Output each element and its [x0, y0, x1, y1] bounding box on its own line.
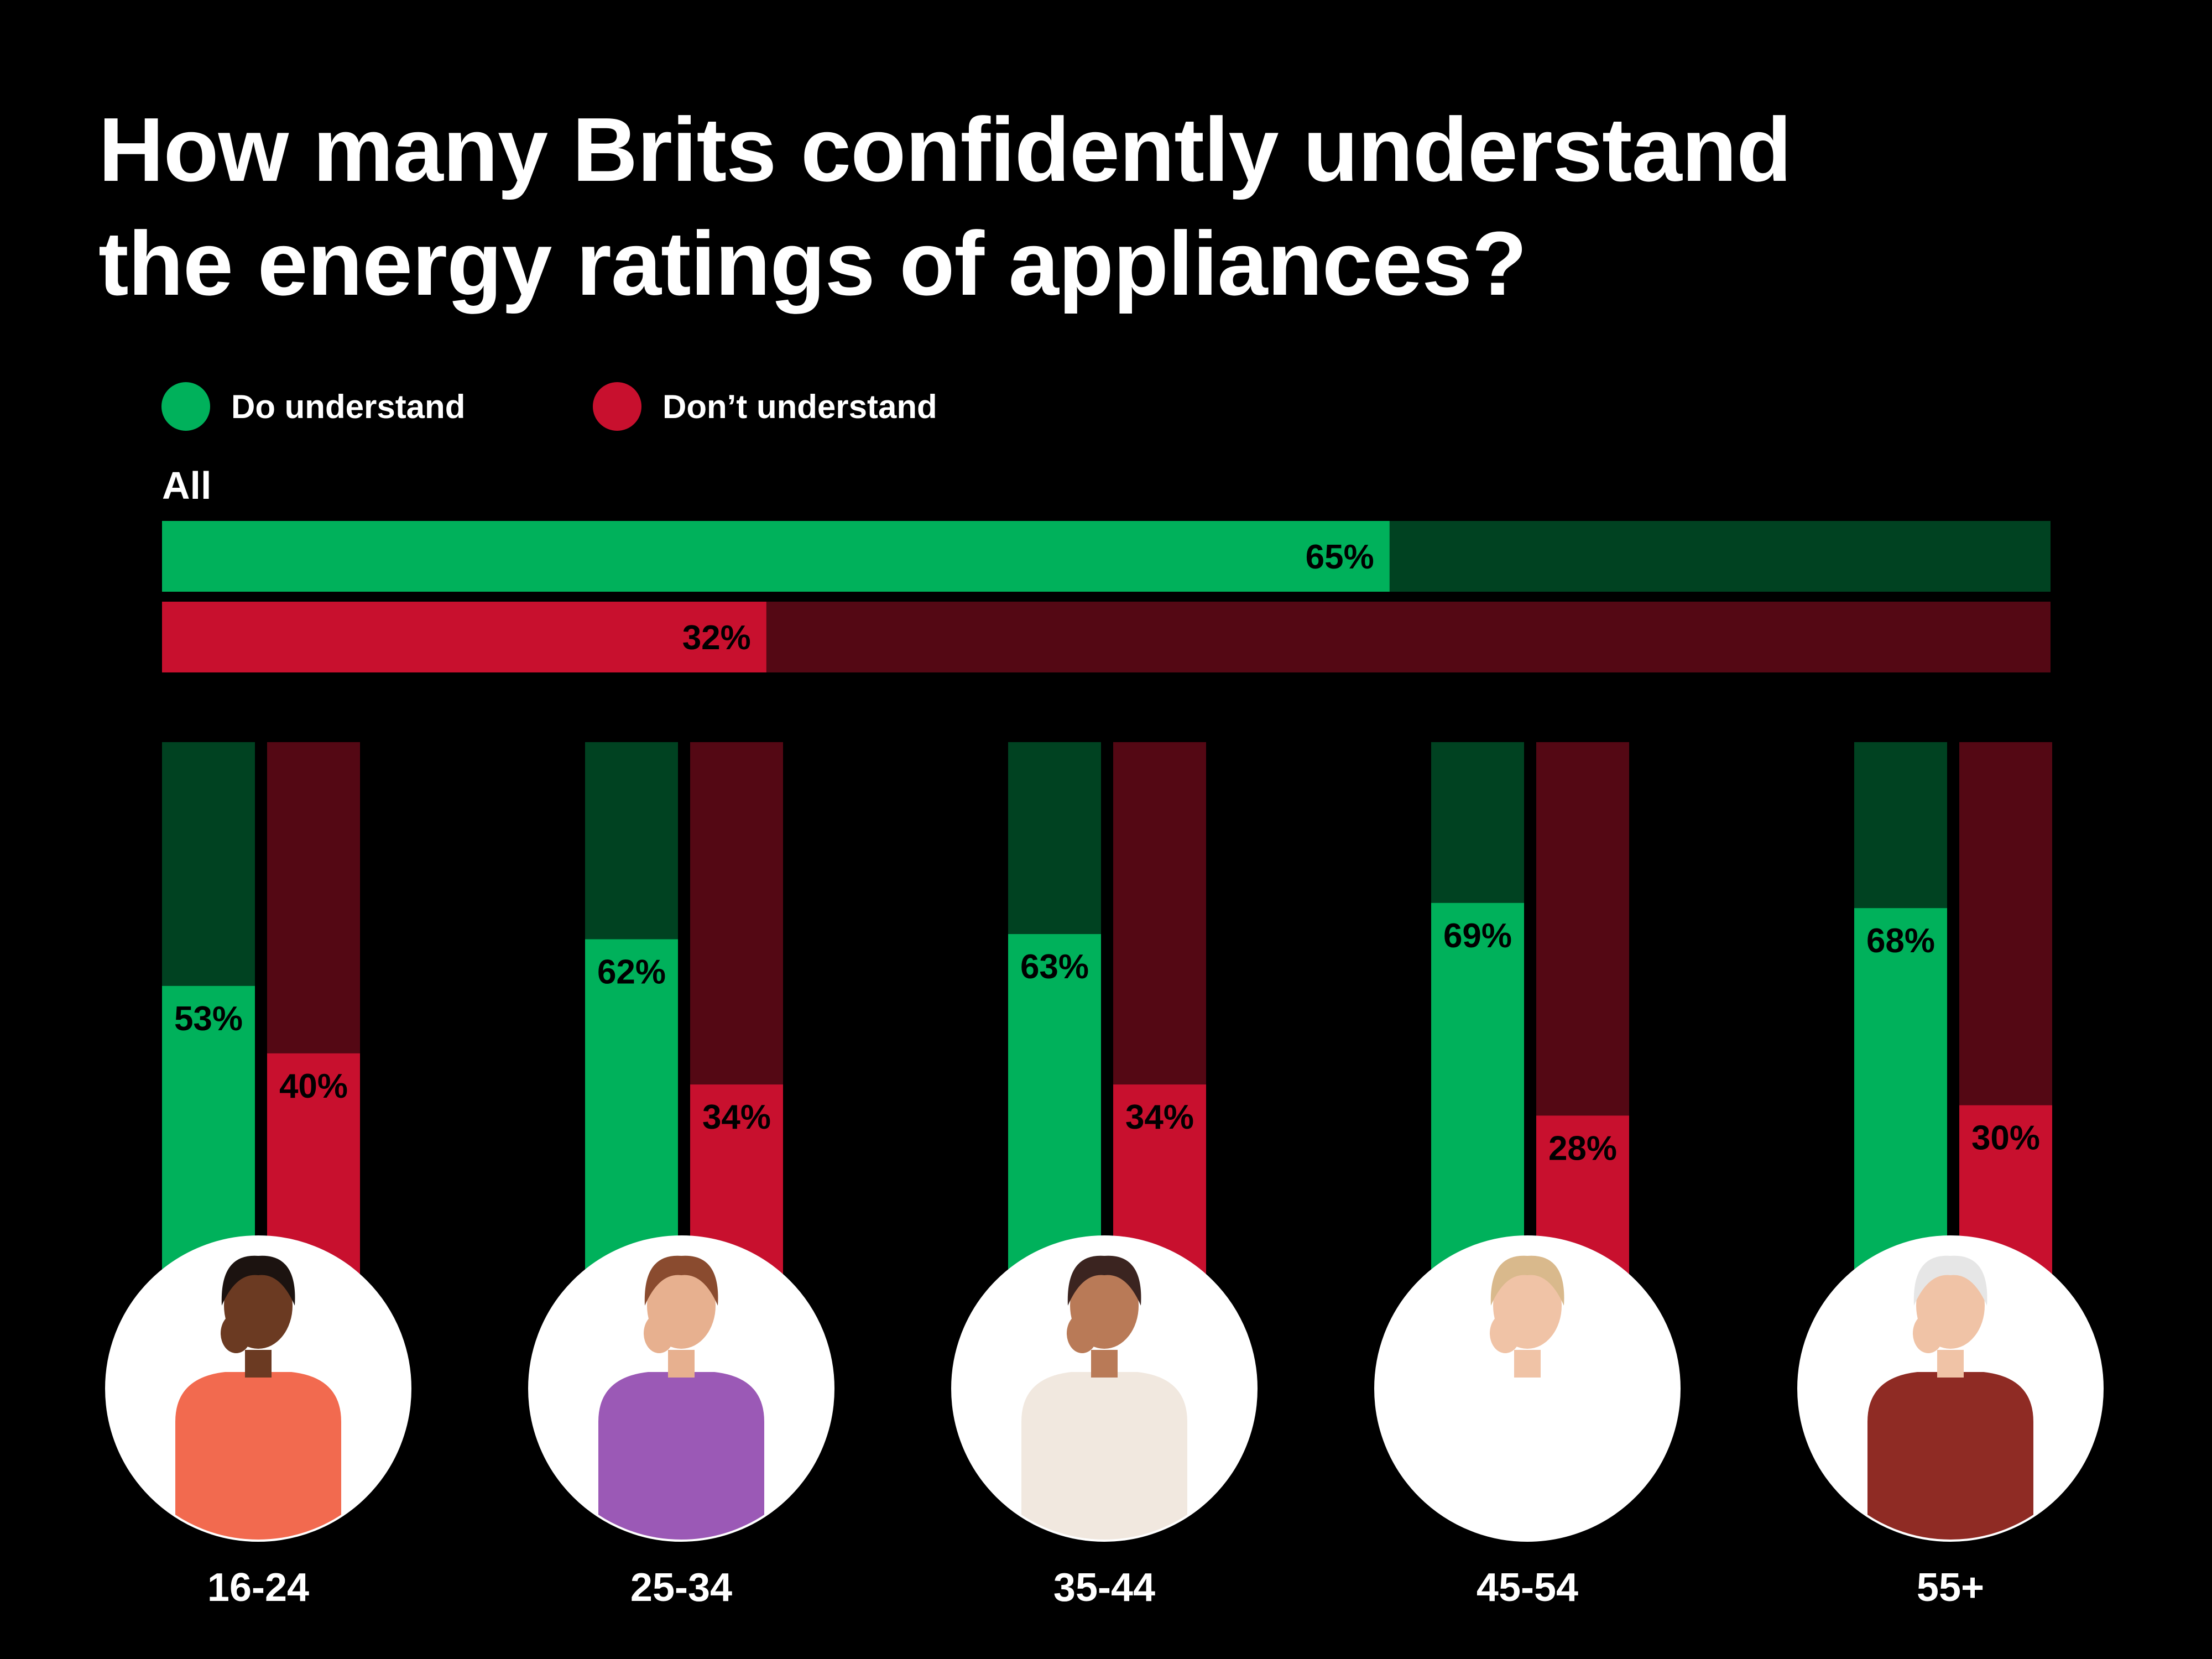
value-label-understand-45-54: 69% — [1443, 917, 1512, 955]
young-man-thinking-icon — [105, 1235, 411, 1542]
category-label-55-plus: 55+ — [1916, 1566, 1985, 1610]
legend-item-dont-understand: Don’t understand — [593, 382, 937, 431]
all-bar-dont-understand — [162, 602, 766, 672]
man-headache-icon — [528, 1235, 834, 1542]
value-label-dont-understand-55-plus: 30% — [1971, 1119, 2040, 1157]
legend-label-understand: Do understand — [231, 388, 466, 425]
value-label-dont-understand-35-44: 34% — [1125, 1098, 1194, 1136]
value-label-understand-55-plus: 68% — [1866, 922, 1935, 960]
all-value-label-dont-understand: 32% — [682, 619, 751, 657]
legend-item-understand: Do understand — [161, 382, 465, 431]
category-label-35-44: 35-44 — [1053, 1566, 1156, 1610]
value-label-understand-25-34: 62% — [597, 953, 666, 991]
all-value-label-understand: 65% — [1306, 538, 1374, 576]
category-label-16-24: 16-24 — [207, 1566, 310, 1610]
category-label-45-54: 45-54 — [1476, 1566, 1579, 1610]
all-label: All — [162, 464, 212, 507]
title-line-2: the energy ratings of appliances? — [98, 213, 1527, 314]
category-label-25-34: 25-34 — [630, 1566, 733, 1610]
legend-swatch-understand — [161, 382, 210, 431]
woman-worried-icon — [951, 1235, 1258, 1542]
legend-swatch-dont-understand — [593, 382, 641, 431]
all-bar-understand — [162, 521, 1390, 592]
value-label-understand-16-24: 53% — [174, 1000, 243, 1038]
title-line-1: How many Brits confidently understand — [98, 99, 1792, 200]
legend-label-dont-understand: Don’t understand — [662, 388, 937, 425]
older-man-glasses-icon — [1797, 1235, 2104, 1542]
value-label-dont-understand-25-34: 34% — [702, 1098, 771, 1136]
woman-glasses-icon — [1374, 1235, 1681, 1542]
value-label-dont-understand-16-24: 40% — [279, 1067, 348, 1105]
value-label-understand-35-44: 63% — [1020, 948, 1089, 986]
value-label-dont-understand-45-54: 28% — [1548, 1129, 1617, 1167]
chart-title: How many Brits confidently understand th… — [98, 93, 2089, 321]
